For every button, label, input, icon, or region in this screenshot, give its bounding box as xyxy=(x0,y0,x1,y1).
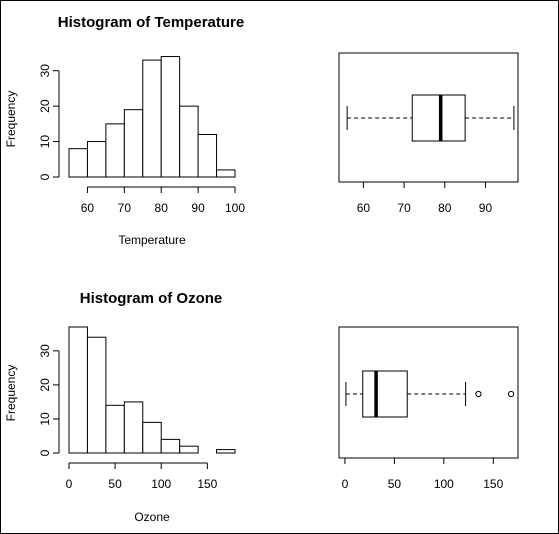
histogram-bar xyxy=(197,133,218,178)
y-axis-label: Frequency xyxy=(4,91,18,148)
x-axis-label: Ozone xyxy=(134,510,170,524)
x-tick-label: 0 xyxy=(342,477,349,491)
y-tick-label: 10 xyxy=(38,412,52,426)
histogram-bar xyxy=(68,326,88,454)
y-axis-label: Frequency xyxy=(4,365,18,422)
histogram-bar xyxy=(160,56,181,178)
histogram-bar xyxy=(86,336,107,454)
outlier-point xyxy=(475,390,482,398)
y-tick-label: 0 xyxy=(38,173,52,180)
y-tick-label: 30 xyxy=(38,344,52,358)
x-tick-label: 60 xyxy=(81,201,95,215)
y-tick-label: 10 xyxy=(38,135,52,149)
histogram-bar xyxy=(179,445,199,454)
y-tick-label: 0 xyxy=(38,449,52,456)
y-tick-label: 20 xyxy=(38,99,52,113)
y-tick-label: 20 xyxy=(38,378,52,392)
histogram-bar xyxy=(142,421,162,454)
x-tick-label: 70 xyxy=(118,201,132,215)
x-tick-label: 100 xyxy=(151,477,171,491)
histogram-bar xyxy=(105,123,125,178)
x-tick-label: 150 xyxy=(483,477,503,491)
chart-title: Histogram of Temperature xyxy=(58,14,244,31)
histogram-bar xyxy=(123,401,144,454)
histogram-bar xyxy=(105,404,125,454)
histogram-bar xyxy=(216,169,236,178)
x-axis-label: Temperature xyxy=(118,233,186,247)
histogram-bar xyxy=(123,109,144,178)
y-tick-label: 30 xyxy=(38,64,52,78)
histogram-bar xyxy=(179,105,199,178)
x-tick-label: 70 xyxy=(397,201,411,215)
x-tick-label: 100 xyxy=(434,477,454,491)
x-tick-label: 60 xyxy=(357,201,371,215)
interquartile-box xyxy=(362,370,408,418)
histogram-bar xyxy=(142,59,162,178)
x-tick-label: 50 xyxy=(108,477,122,491)
histogram-bar xyxy=(68,148,88,178)
x-tick-label: 100 xyxy=(225,201,245,215)
chart-title: Histogram of Ozone xyxy=(80,290,223,307)
interquartile-box xyxy=(411,94,466,142)
histogram-bar xyxy=(160,438,181,454)
x-tick-label: 90 xyxy=(479,201,493,215)
x-tick-label: 90 xyxy=(191,201,205,215)
x-tick-label: 0 xyxy=(66,477,73,491)
x-tick-label: 50 xyxy=(388,477,402,491)
plot-box-frame xyxy=(338,52,519,183)
outlier-point xyxy=(507,390,515,398)
plot-box-frame xyxy=(338,326,519,459)
x-tick-label: 80 xyxy=(155,201,169,215)
histogram-bar xyxy=(216,449,236,454)
x-tick-label: 150 xyxy=(197,477,217,491)
x-tick-label: 80 xyxy=(438,201,452,215)
histogram-bar xyxy=(86,141,107,178)
